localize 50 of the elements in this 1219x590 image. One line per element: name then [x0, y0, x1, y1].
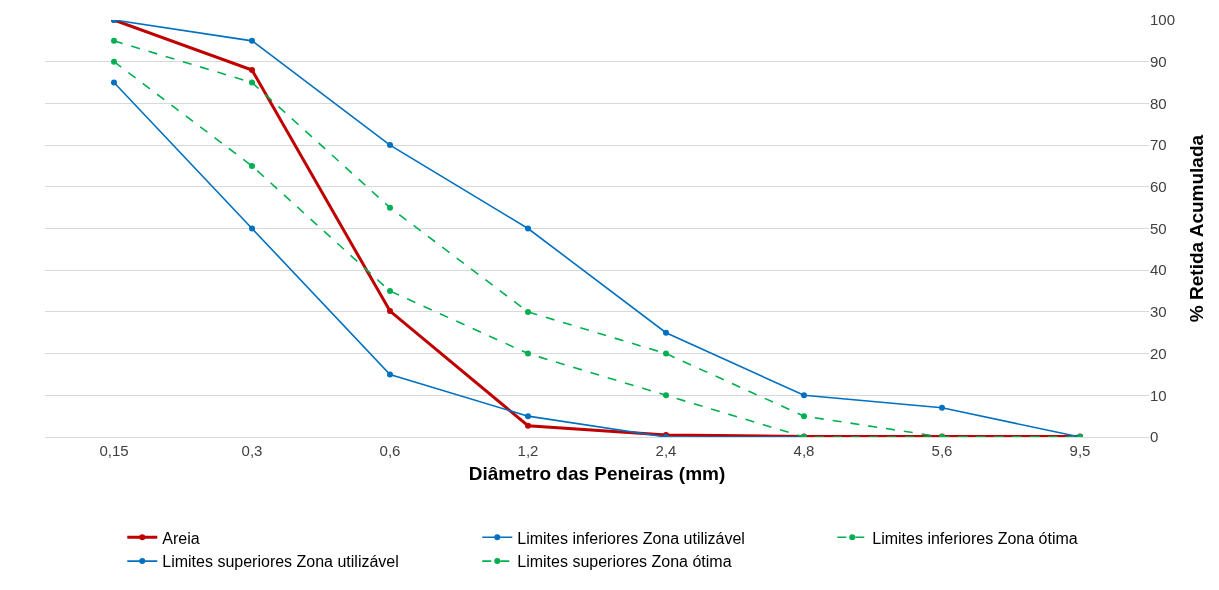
- point: [387, 288, 393, 295]
- point: [525, 413, 531, 420]
- legend-label: Limites superiores Zona utilizável: [162, 553, 399, 571]
- x-tick-label: 5,6: [931, 442, 953, 459]
- x-tick-label: 0,15: [99, 442, 129, 459]
- y2-tick-label: 10: [1150, 386, 1167, 404]
- point: [249, 79, 255, 86]
- point: [939, 404, 945, 411]
- point: [249, 162, 255, 169]
- point: [663, 392, 669, 399]
- x-tick-label: 0,3: [241, 442, 263, 459]
- point: [525, 225, 531, 232]
- x-tick-label: 4,8: [793, 442, 815, 459]
- point: [111, 37, 117, 44]
- y2-tick-label: 30: [1150, 303, 1167, 321]
- y2-tick-label: 40: [1150, 261, 1167, 279]
- point: [387, 308, 393, 315]
- legend-label: Areia: [162, 529, 200, 547]
- x-tick-label: 2,4: [655, 442, 677, 459]
- point: [663, 350, 669, 357]
- y2-tick-label: 50: [1150, 219, 1167, 237]
- point: [249, 225, 255, 232]
- y2-tick-label: 20: [1150, 344, 1167, 362]
- legend-label: Limites inferiores Zona ótima: [872, 529, 1078, 547]
- point: [801, 413, 807, 420]
- point: [525, 350, 531, 357]
- y2-tick-label: 100: [1150, 11, 1176, 29]
- point: [525, 308, 531, 315]
- legend-label: Limites superiores Zona ótima: [517, 553, 732, 571]
- x-tick-label: 1,2: [517, 442, 539, 459]
- x-tick-label: 0,6: [379, 442, 401, 459]
- point: [387, 371, 393, 378]
- x-axis-title: Diâmetro das Peneiras (mm): [468, 462, 726, 484]
- point: [801, 392, 807, 399]
- y2-tick-label: 70: [1150, 136, 1167, 154]
- y2-axis-title: % Retida Acumulada: [1185, 134, 1207, 323]
- point: [387, 204, 393, 211]
- y2-tick-label: 0: [1150, 428, 1159, 446]
- y2-tick-label: 60: [1150, 178, 1167, 196]
- point: [249, 37, 255, 44]
- point: [525, 422, 531, 429]
- point: [111, 58, 117, 65]
- point: [387, 142, 393, 149]
- point: [663, 329, 669, 336]
- y2-tick-label: 90: [1150, 52, 1167, 70]
- point: [111, 79, 117, 86]
- legend-label: Limites inferiores Zona utilizável: [517, 529, 745, 547]
- x-tick-label: 9,5: [1069, 442, 1091, 459]
- y2-tick-label: 80: [1150, 94, 1167, 112]
- point: [249, 67, 255, 74]
